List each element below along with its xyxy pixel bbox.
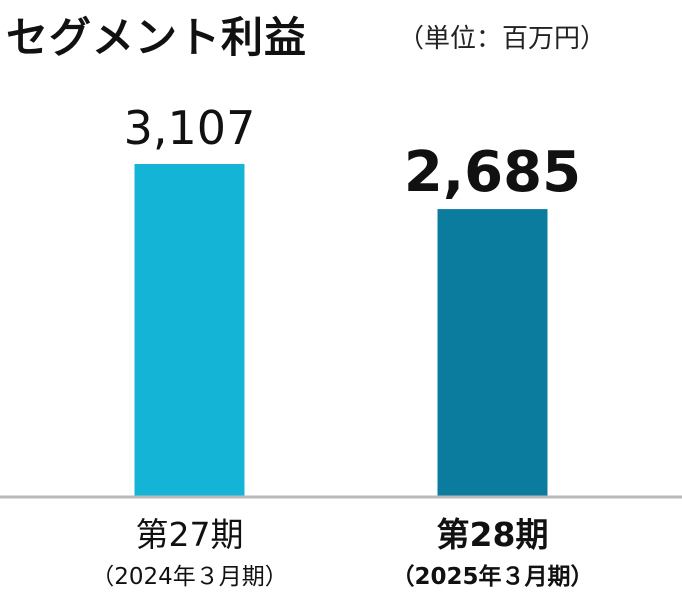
- period-label-1: （2024年３月期）: [91, 564, 288, 590]
- unit-label: （単位：百万円）: [398, 24, 607, 54]
- period-label-2: （2025年３月期）: [391, 563, 593, 590]
- category-label-2: 第28期: [437, 515, 549, 554]
- chart-title: セグメント利益: [6, 13, 308, 62]
- bar-1: [134, 164, 245, 496]
- bar-2: [437, 209, 548, 496]
- category-label-1: 第27期: [136, 515, 244, 554]
- value-label-2: 2,685: [404, 140, 581, 205]
- value-label-1: 3,107: [124, 101, 256, 155]
